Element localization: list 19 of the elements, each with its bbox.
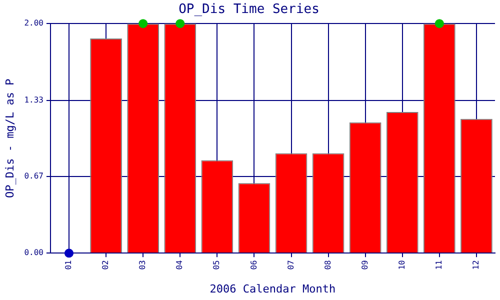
x-tick-label: 01 — [64, 260, 74, 270]
x-tick-label: 04 — [175, 260, 184, 270]
y-tick-label: 0.67 — [24, 171, 44, 180]
x-tick-label: 07 — [286, 260, 296, 270]
x-tick-label: 02 — [101, 260, 110, 270]
x-tick-label: 09 — [360, 260, 370, 270]
chart-title: OP_Dis Time Series — [178, 2, 320, 18]
x-tick-label: 12 — [472, 260, 481, 270]
y-axis-title: OP_Dis - mg/L as P — [3, 78, 16, 198]
x-tick-label: 08 — [323, 260, 332, 270]
x-tick-label: 10 — [397, 260, 406, 270]
x-tick-label: 11 — [434, 260, 444, 270]
y-tick-label: 0.00 — [24, 248, 44, 258]
x-tick-label: 05 — [212, 260, 222, 270]
x-axis-title: 2006 Calendar Month — [210, 282, 336, 296]
y-tick-label: 1.33 — [24, 96, 44, 105]
y-tick-label: 2.00 — [24, 18, 44, 28]
x-tick-label: 03 — [138, 260, 148, 270]
x-tick-label: 06 — [249, 260, 258, 270]
